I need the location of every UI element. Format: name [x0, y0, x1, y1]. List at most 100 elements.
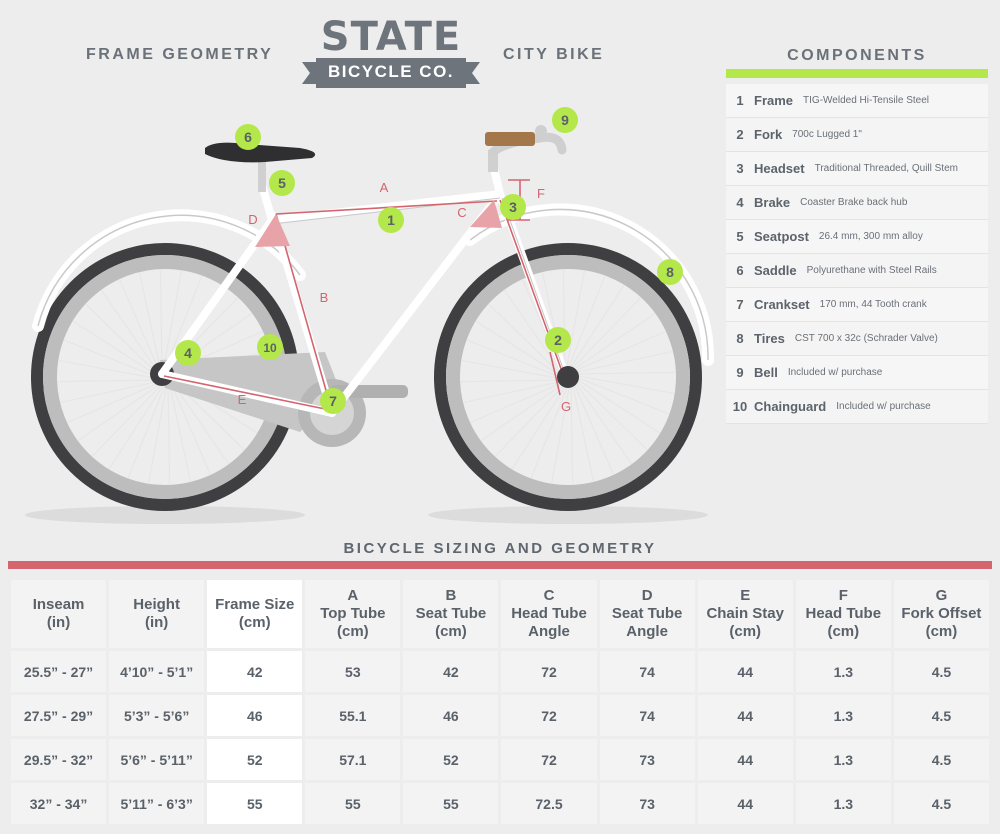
table-cell: 73: [599, 739, 695, 780]
column-header-line: Head Tube: [511, 605, 587, 622]
components-accent-bar: [726, 69, 988, 78]
component-callout: 8: [657, 259, 683, 285]
component-number: 2: [736, 127, 744, 142]
table-cell: 5’3” - 5’6”: [109, 695, 205, 736]
component-name: Fork: [754, 127, 783, 142]
column-header-line: F: [838, 587, 848, 604]
component-name: Bell: [754, 365, 778, 380]
wheel-spoke: [574, 381, 633, 465]
wheel-spoke: [565, 270, 586, 370]
table-cell: 4.5: [893, 695, 989, 736]
component-callout: 7: [320, 388, 346, 414]
wheel-spoke: [575, 371, 676, 375]
component-row: 5 Seatpost 26.4 mm, 300 mm alloy: [726, 220, 988, 254]
table-cell: 1.3: [795, 695, 891, 736]
wheel-spoke: [511, 384, 567, 470]
bell-shape: [535, 125, 547, 137]
table-cell: 44: [697, 783, 793, 824]
wheel-spoke: [100, 289, 159, 373]
column-header-line: Angle: [626, 623, 668, 640]
column-header-line: C: [543, 587, 555, 604]
wheel-spoke: [550, 384, 571, 484]
component-callout: 1: [378, 207, 404, 233]
column-header-line: A: [347, 587, 359, 604]
wheel-spoke: [569, 284, 625, 370]
wheel-spoke: [480, 383, 564, 442]
measure-label: C: [457, 205, 466, 220]
table-cell: 4’10” - 5’1”: [109, 651, 205, 692]
component-description: Coaster Brake back hub: [800, 197, 908, 208]
column-header-line: Seat Tube: [611, 605, 683, 622]
frame-geometry-heading: FRAME GEOMETRY: [86, 46, 274, 63]
table-cell: 5’11” - 6’3”: [109, 783, 205, 824]
stem: [488, 150, 498, 172]
component-callout: 9: [552, 107, 578, 133]
component-description: CST 700 x 32c (Schrader Valve): [794, 333, 938, 344]
component-number: 5: [736, 229, 744, 244]
callout-number: 10: [263, 341, 277, 355]
table-cell: 74: [599, 651, 695, 692]
wheel-spoke: [570, 384, 574, 485]
table-row: 29.5” - 32” 5’6” - 5’11” 52 57.1 52 72 73 44 1.3…: [11, 739, 989, 780]
wheel-spoke: [574, 379, 648, 451]
component-name: Crankset: [754, 297, 810, 312]
table-cell: 73: [599, 783, 695, 824]
component-number: 4: [736, 195, 744, 210]
wheel-spoke: [170, 382, 212, 476]
front-hub: [557, 366, 579, 388]
column-header: A Top Tube (cm): [305, 580, 401, 648]
table-cell: 29.5” - 32”: [11, 739, 107, 780]
column-header-line: Inseam: [32, 596, 85, 613]
component-description: 700c Lugged 1": [792, 129, 862, 140]
seatpost: [258, 160, 266, 192]
component-name: Frame: [754, 93, 794, 108]
column-header-line: B: [445, 587, 457, 604]
logo-ribbon-shape: [302, 58, 480, 88]
column-header-line: (cm): [336, 623, 369, 640]
wheel-spoke: [168, 383, 192, 483]
callout-number: 9: [561, 112, 569, 128]
logo-state-text: STATE: [320, 14, 462, 60]
components-title: COMPONENTS: [787, 47, 927, 64]
column-header: F Head Tube (cm): [795, 580, 891, 648]
column-header-line: D: [641, 587, 653, 604]
column-header-line: G: [935, 587, 948, 604]
front-wheel: [434, 243, 702, 511]
component-row: 7 Crankset 170 mm, 44 Tooth crank: [726, 288, 988, 322]
wheel-spoke: [469, 382, 563, 424]
column-header-line: E: [740, 587, 751, 604]
measure-label: G: [561, 399, 571, 414]
column-header-line: (in): [46, 614, 71, 631]
wheel-spoke: [466, 339, 561, 378]
column-header-line: Top Tube: [320, 605, 386, 622]
component-callout: 3: [500, 194, 526, 220]
component-description: Polyurethane with Steel Rails: [806, 265, 937, 276]
component-name: Tires: [754, 331, 785, 346]
component-number: 6: [736, 263, 744, 278]
table-cell: 53: [305, 651, 401, 692]
measure-label: D: [248, 212, 257, 227]
table-cell: 44: [697, 695, 793, 736]
table-cell: 4.5: [893, 783, 989, 824]
callout-number: 6: [244, 129, 252, 145]
component-name: Brake: [754, 195, 791, 210]
wheel-spoke: [575, 374, 675, 395]
table-cell: 1.3: [795, 651, 891, 692]
table-cell: 27.5” - 29”: [11, 695, 107, 736]
column-header-line: Frame Size: [215, 596, 295, 613]
column-header-line: Fork Offset: [901, 605, 982, 622]
column-header-line: Angle: [528, 623, 570, 640]
wheel-spoke: [159, 269, 163, 370]
table-cell: 72: [501, 695, 597, 736]
measure-label: B: [320, 290, 329, 305]
component-callout: 6: [235, 124, 261, 150]
saddle: [205, 142, 316, 163]
column-header-line: Head Tube: [805, 605, 882, 622]
component-row: 9 Bell Included w/ purchase: [726, 356, 988, 390]
wheel-spoke: [138, 271, 162, 371]
component-description: 26.4 mm, 300 mm alloy: [818, 231, 923, 242]
wheel-spoke: [573, 382, 615, 476]
measure-label: A: [380, 180, 389, 195]
component-number: 7: [736, 297, 744, 312]
table-cell: 72: [501, 651, 597, 692]
